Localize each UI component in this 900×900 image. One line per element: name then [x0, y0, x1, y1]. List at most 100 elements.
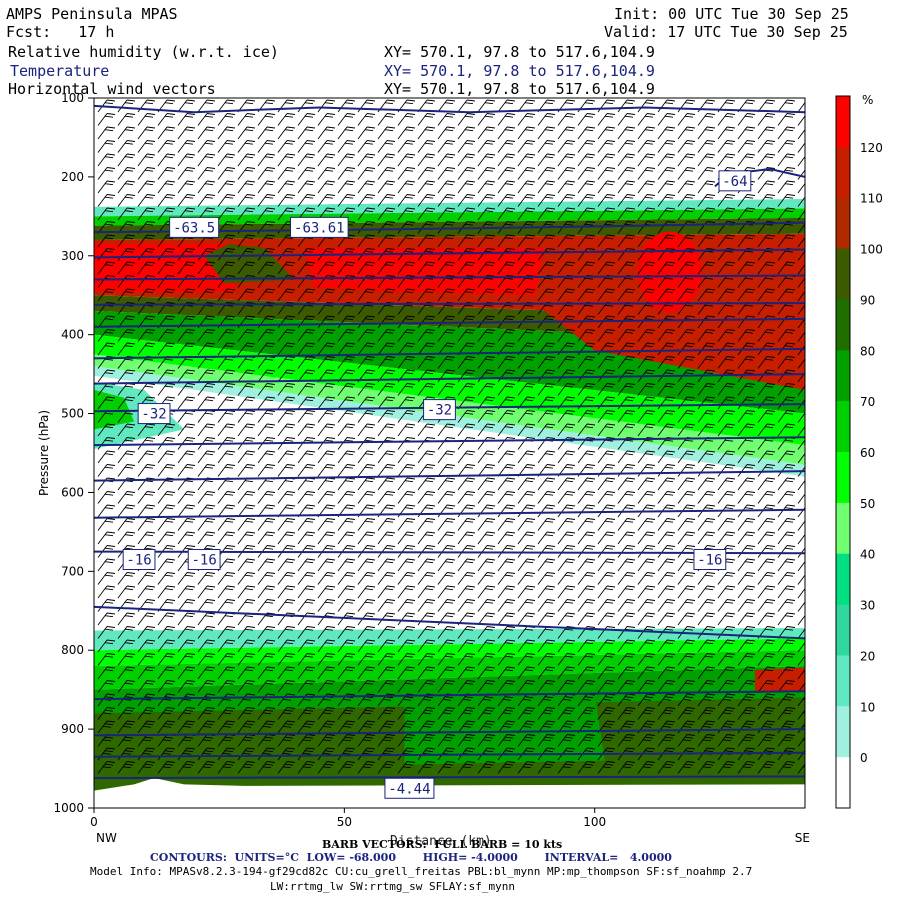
wind-barb — [237, 693, 256, 707]
wind-barb — [97, 612, 116, 626]
wind-barb — [357, 99, 376, 113]
wind-barb — [317, 410, 336, 423]
wind-barb — [357, 153, 376, 167]
wind-barb — [177, 342, 196, 356]
wind-barb — [437, 113, 456, 126]
wind-barb — [337, 356, 356, 369]
wind-barb — [317, 464, 336, 477]
wind-barb — [517, 734, 536, 747]
wind-barb — [297, 558, 316, 572]
wind-barb — [137, 194, 156, 207]
wind-barb — [317, 666, 336, 680]
wind-barb — [377, 153, 396, 167]
wind-barb — [297, 99, 316, 113]
wind-barb — [717, 612, 736, 626]
wind-barb — [477, 585, 496, 599]
colorbar-label: 20 — [860, 649, 875, 663]
wind-barb — [797, 601, 805, 612]
x-end-label-nw: NW — [96, 831, 117, 845]
wind-barb — [357, 234, 376, 248]
wind-barb — [437, 356, 456, 369]
wind-barb — [697, 450, 716, 464]
wind-barb — [697, 707, 716, 720]
wind-barb — [297, 531, 316, 545]
wind-barb — [277, 410, 296, 423]
wind-barb — [537, 261, 556, 275]
wind-barb — [377, 221, 396, 234]
wind-barb — [577, 234, 596, 248]
wind-barb — [237, 761, 256, 774]
wind-barb — [417, 518, 436, 531]
wind-barb — [537, 167, 556, 180]
wind-barb — [217, 639, 236, 653]
wind-barb — [617, 396, 636, 410]
wind-barb — [417, 180, 436, 194]
wind-barb — [297, 329, 316, 342]
wind-barb — [277, 342, 296, 356]
wind-barb — [657, 518, 676, 531]
wind-barb — [117, 126, 136, 140]
wind-barb — [637, 558, 656, 572]
wind-barb — [617, 410, 636, 423]
wind-barb — [157, 194, 176, 207]
wind-barb — [217, 99, 236, 113]
wind-barb — [237, 531, 256, 545]
wind-barb — [557, 734, 576, 747]
wind-barb — [217, 464, 236, 477]
wind-barb — [317, 180, 336, 194]
wind-barb — [237, 491, 256, 504]
wind-barb — [337, 423, 356, 437]
wind-barb — [737, 693, 756, 707]
wind-barb — [97, 572, 116, 585]
wind-barb — [157, 693, 176, 707]
wind-barb — [477, 207, 496, 221]
wind-barb — [737, 585, 756, 599]
wind-barb — [637, 477, 656, 491]
wind-barb — [357, 477, 376, 491]
wind-barb — [757, 207, 776, 221]
wind-barb — [417, 734, 436, 747]
wind-barb — [257, 126, 276, 140]
wind-barb — [777, 653, 796, 666]
wind-barb — [97, 342, 116, 356]
wind-barb — [557, 261, 576, 275]
wind-barb — [357, 653, 376, 666]
wind-barb — [437, 450, 456, 464]
wind-barb — [217, 720, 236, 734]
wind-barb — [737, 140, 756, 153]
wind-barb — [637, 734, 656, 747]
wind-barb — [117, 531, 136, 545]
wind-barb — [777, 180, 796, 194]
wind-barb — [157, 639, 176, 653]
wind-barb — [757, 140, 776, 153]
temperature-contour — [94, 436, 805, 447]
wind-barb — [637, 599, 656, 612]
wind-barb — [317, 761, 336, 774]
wind-barb — [297, 707, 316, 720]
wind-barb — [517, 666, 536, 680]
wind-barb — [537, 477, 556, 491]
wind-barb — [637, 234, 656, 248]
wind-barb — [757, 477, 776, 491]
wind-barb — [117, 599, 136, 612]
wind-barb — [97, 518, 116, 531]
wind-barb — [177, 167, 196, 180]
wind-barb — [497, 491, 516, 504]
wind-barb — [537, 653, 556, 666]
wind-barb — [157, 288, 176, 302]
wind-barb — [337, 410, 356, 423]
wind-barb — [477, 113, 496, 126]
wind-barb — [697, 720, 716, 734]
wind-barb — [397, 626, 416, 639]
wind-barb — [537, 545, 556, 558]
wind-barb — [777, 585, 796, 599]
wind-barb — [497, 626, 516, 639]
wind-barb — [637, 153, 656, 167]
wind-barb — [157, 248, 176, 261]
contour-label: -16 — [697, 553, 722, 569]
wind-barb — [277, 558, 296, 572]
wind-barb — [777, 234, 796, 248]
colorbar-segment — [836, 197, 850, 250]
wind-barb — [577, 140, 596, 153]
wind-barb — [637, 693, 656, 707]
